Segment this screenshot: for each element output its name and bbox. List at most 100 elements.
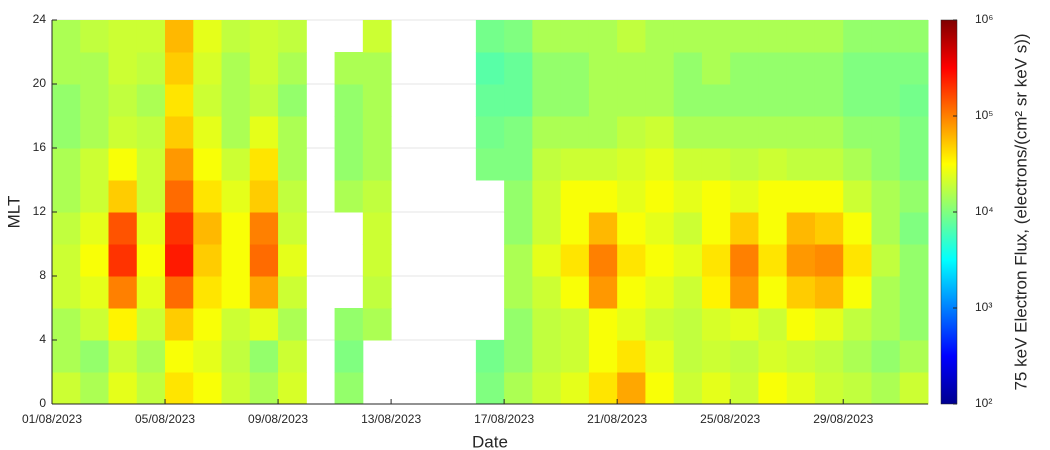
heat-cell bbox=[193, 148, 223, 181]
heat-cell bbox=[730, 212, 759, 245]
heat-cell bbox=[871, 52, 901, 85]
heat-cell bbox=[278, 308, 307, 341]
heat-cell bbox=[560, 308, 590, 341]
heat-cell bbox=[645, 52, 675, 85]
heat-cell bbox=[193, 116, 223, 149]
x-tick-label: 05/08/2023 bbox=[135, 412, 195, 426]
heat-cell bbox=[108, 340, 138, 373]
heat-cell bbox=[730, 84, 759, 117]
heat-cell bbox=[814, 244, 844, 277]
heat-cell bbox=[814, 116, 844, 149]
heat-cell bbox=[588, 372, 618, 405]
heat-cell bbox=[843, 116, 872, 149]
heat-cell bbox=[532, 276, 562, 309]
heat-cell bbox=[871, 84, 901, 117]
heat-cell bbox=[673, 84, 703, 117]
heat-cell bbox=[899, 372, 929, 405]
heat-cell bbox=[221, 372, 251, 405]
heat-cell bbox=[80, 116, 110, 149]
heat-cell bbox=[249, 212, 279, 245]
y-tick-label: 0 bbox=[39, 396, 46, 410]
heat-cell bbox=[278, 52, 307, 85]
heat-cell bbox=[560, 116, 590, 149]
heat-cell bbox=[52, 340, 81, 373]
heat-cell bbox=[617, 308, 646, 341]
x-tick-label: 09/08/2023 bbox=[248, 412, 308, 426]
heat-cell bbox=[532, 180, 562, 213]
heat-cell bbox=[249, 308, 279, 341]
colorbar-tick-label: 10⁵ bbox=[975, 108, 993, 122]
heat-cell bbox=[871, 276, 901, 309]
heat-cell bbox=[532, 340, 562, 373]
heat-cell bbox=[278, 84, 307, 117]
heat-cell bbox=[475, 52, 505, 85]
heat-cell bbox=[843, 52, 872, 85]
heat-cell bbox=[645, 244, 675, 277]
heat-cell bbox=[617, 20, 646, 53]
heat-cell bbox=[136, 308, 166, 341]
heat-cell bbox=[701, 20, 731, 53]
heat-cell bbox=[899, 276, 929, 309]
heat-cell bbox=[758, 244, 788, 277]
heat-cell bbox=[899, 340, 929, 373]
heat-cell bbox=[701, 340, 731, 373]
heat-cell bbox=[617, 276, 646, 309]
heat-cell bbox=[843, 84, 872, 117]
heat-cell bbox=[899, 212, 929, 245]
heat-cell bbox=[758, 372, 788, 405]
heat-cell bbox=[193, 308, 223, 341]
heat-cell bbox=[786, 212, 816, 245]
heat-cell bbox=[899, 52, 929, 85]
heat-cell bbox=[52, 20, 81, 53]
heat-cell bbox=[730, 116, 759, 149]
heat-cell bbox=[108, 180, 138, 213]
heat-cell bbox=[730, 52, 759, 85]
heat-cell bbox=[221, 340, 251, 373]
heat-cell bbox=[108, 372, 138, 405]
heat-cell bbox=[221, 276, 251, 309]
heat-cell bbox=[249, 84, 279, 117]
heat-cell bbox=[730, 372, 759, 405]
heat-cell bbox=[871, 180, 901, 213]
heat-cell bbox=[52, 308, 81, 341]
heat-cell bbox=[673, 212, 703, 245]
heat-cell bbox=[758, 180, 788, 213]
heat-cell bbox=[617, 212, 646, 245]
heat-cell bbox=[786, 308, 816, 341]
heat-cell bbox=[758, 212, 788, 245]
heat-cell bbox=[334, 84, 364, 117]
heat-cell bbox=[278, 244, 307, 277]
heat-cell bbox=[165, 52, 194, 85]
heat-cell bbox=[475, 116, 505, 149]
heat-cell bbox=[193, 340, 223, 373]
heat-cell bbox=[278, 212, 307, 245]
heat-cell bbox=[136, 20, 166, 53]
heat-cell bbox=[843, 276, 872, 309]
heat-cell bbox=[701, 244, 731, 277]
y-axis-label: MLT bbox=[4, 196, 23, 229]
heat-cell bbox=[532, 148, 562, 181]
heat-cell bbox=[814, 180, 844, 213]
heat-cell bbox=[108, 20, 138, 53]
heat-cell bbox=[221, 308, 251, 341]
heat-cell bbox=[504, 84, 533, 117]
heat-cell bbox=[701, 180, 731, 213]
heat-cell bbox=[814, 276, 844, 309]
heat-cell bbox=[532, 212, 562, 245]
heat-cell bbox=[588, 180, 618, 213]
heat-cell bbox=[871, 116, 901, 149]
heat-cell bbox=[532, 84, 562, 117]
heat-cell bbox=[673, 244, 703, 277]
heat-cell bbox=[871, 148, 901, 181]
heat-cell bbox=[701, 372, 731, 405]
heat-cell bbox=[588, 308, 618, 341]
heat-cell bbox=[165, 372, 194, 405]
heat-cell bbox=[362, 276, 392, 309]
heat-cell bbox=[843, 148, 872, 181]
x-tick-label: 17/08/2023 bbox=[474, 412, 534, 426]
heat-cell bbox=[532, 244, 562, 277]
heat-cell bbox=[673, 52, 703, 85]
heat-cell bbox=[221, 244, 251, 277]
heat-cell bbox=[108, 276, 138, 309]
heat-cell bbox=[899, 308, 929, 341]
